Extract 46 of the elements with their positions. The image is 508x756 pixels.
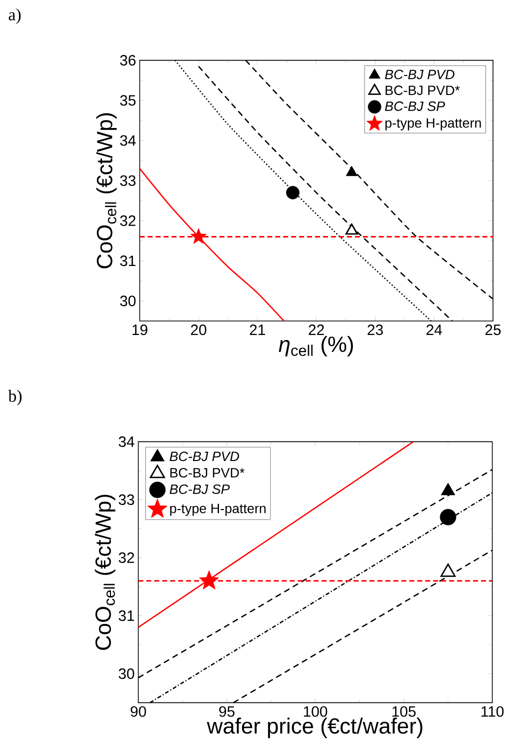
x-tick-label: 22	[309, 324, 324, 335]
y-tick-label: 36	[120, 55, 136, 66]
x-axis-title: wafer price (€ct/wafer)	[207, 718, 423, 738]
legend-label: BC-BJ SP	[385, 101, 446, 111]
text: a)	[9, 8, 21, 24]
point	[346, 224, 358, 235]
x-tick-label: 19	[132, 324, 148, 336]
x-tick-label: 23	[368, 324, 384, 336]
point	[286, 186, 300, 200]
legend-label: p-type H-pattern	[170, 504, 266, 516]
y-tick-label: 32	[120, 215, 136, 226]
x-tick-label: 95	[219, 706, 235, 717]
y-tick-label: 32	[118, 552, 134, 563]
y-tick-label: 31	[118, 610, 134, 621]
point	[190, 228, 208, 244]
legend-label: BC-BJ SP	[170, 484, 230, 494]
legend-label: p-type H-pattern	[386, 118, 482, 130]
point	[441, 482, 456, 496]
y-tick-label: 33	[118, 494, 134, 505]
line-series	[140, 168, 285, 321]
y-axis-title: CoO$_{cell}$ (€ct/Wp)	[95, 494, 116, 650]
y-tick-label: 34	[120, 135, 136, 146]
legend-label: BC-BJ PVD	[385, 70, 455, 80]
x-tick-label: 21	[250, 324, 266, 335]
legend-label: BC-BJ PVD*	[386, 86, 460, 96]
x-tick-label: 100	[304, 706, 328, 717]
point	[440, 564, 456, 577]
y-tick-label: 34	[118, 436, 135, 447]
x-tick-label: 110	[482, 706, 504, 717]
text: b)	[8, 390, 22, 406]
point	[199, 570, 220, 590]
y-tick-label: 31	[120, 256, 136, 266]
point	[346, 166, 358, 176]
legend-label: BC-BJ PVD*	[170, 468, 245, 478]
y-tick-label: 35	[120, 95, 136, 106]
y-axis-title: CoO$_{cell}$ (€ct/Wp)	[96, 113, 117, 268]
x-axis-title: η$_{cell}$ (%)	[279, 336, 354, 356]
y-tick-label: 33	[120, 175, 136, 186]
x-tick-label: 105	[392, 706, 416, 717]
legend-label: BC-BJ PVD	[170, 452, 240, 462]
x-tick-label: 90	[130, 706, 146, 717]
x-tick-label: 20	[191, 324, 207, 336]
y-tick-label: 30	[120, 296, 136, 306]
y-tick-label: 30	[118, 668, 134, 679]
x-tick-label: 24	[426, 324, 442, 335]
x-tick-label: 25	[486, 324, 501, 336]
